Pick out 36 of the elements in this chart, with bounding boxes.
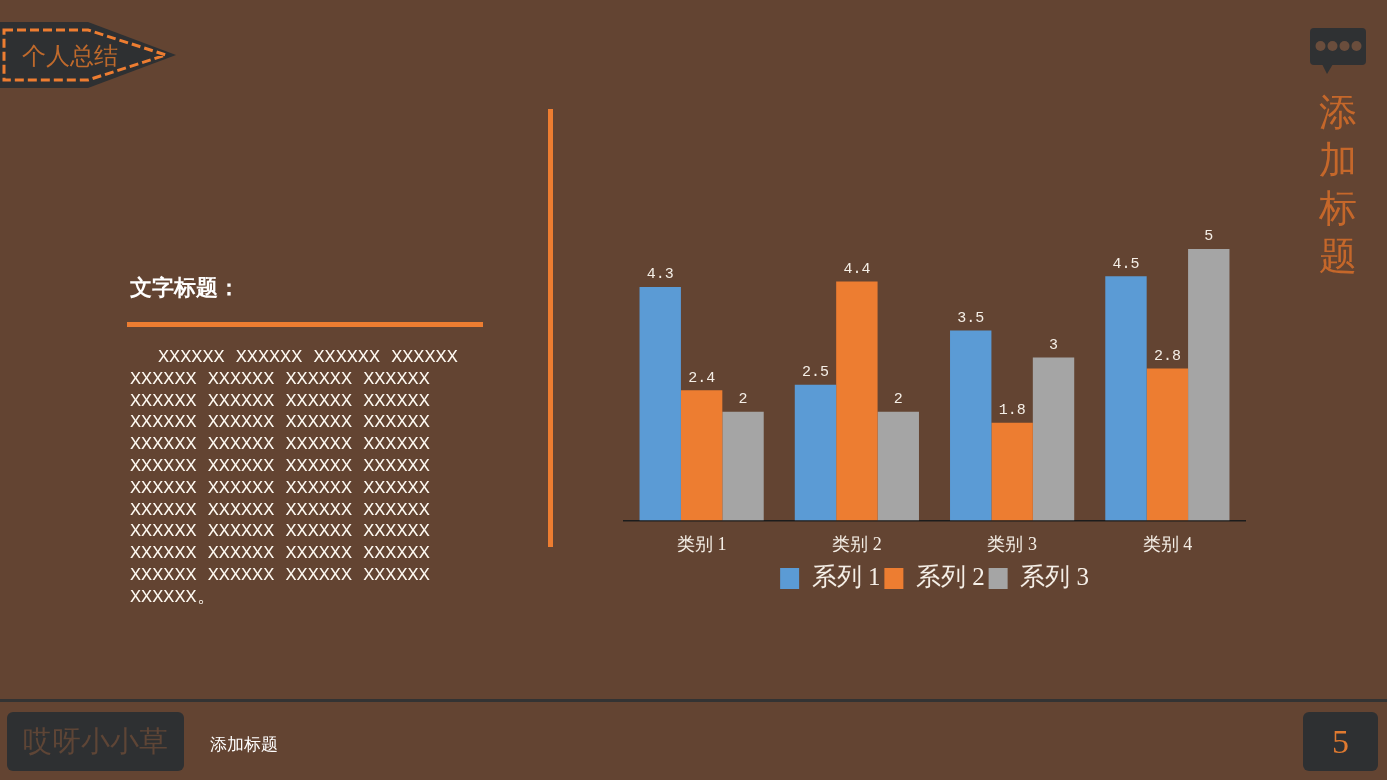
bar (1146, 368, 1189, 521)
x-tick-label: 类别 2 (832, 533, 882, 554)
bar (1105, 276, 1147, 521)
data-label: 1.8 (998, 402, 1026, 420)
bar (991, 422, 1033, 521)
data-label: 2 (738, 391, 748, 409)
bar (1188, 249, 1230, 521)
x-tick-label: 类别 3 (987, 533, 1037, 554)
bar (794, 384, 837, 521)
text: XXXXXX XXXXXX XXXXXX XXXXXX XXXXXX XXXXXX XXXXXX XXXXXX XXXXXX XXXXXX XXXXXX XXXXXX XXXXXX XXXXXX XXXXXX XXXXXX XXXXXX XXXXXX XXXXXX XXXXXX XXXXXX XXXXXX XXXXXX XXXXXX XXXXXX XXXXXX XXXXXX XXXXXX XXXXXX XXXXXX XXXXXX XXXXXX XXXXXX XXXXXX XXXXXX XXXXXX XXXXXX XXXXXX XXXXXX XXXXXX XXXXXX XXXXXX XXXXXX XXXXXX XXXXXX。 (130, 347, 458, 608)
data-label: 4.4 (843, 261, 871, 279)
legend-label: 系列 2 (915, 563, 985, 591)
data-label: 2.4 (688, 369, 716, 387)
bar (950, 330, 992, 521)
x-tick-label: 类别 1 (676, 533, 727, 554)
data-label: 2 (893, 391, 903, 409)
data-label: 2.8 (1153, 347, 1181, 365)
bar (877, 411, 919, 521)
data-label: 3.5 (957, 309, 985, 327)
bar (836, 281, 878, 521)
data-label: 4.3 (646, 266, 674, 284)
data-label: 2.5 (801, 364, 829, 382)
bar (1032, 357, 1075, 521)
data-label: 4.5 (1112, 255, 1140, 273)
legend-label: 系列 3 (1020, 563, 1089, 591)
bar (639, 287, 681, 521)
data-label: 5 (1204, 228, 1214, 246)
text: 个人总结 (22, 42, 118, 71)
bar (722, 411, 764, 521)
data-label: 3 (1049, 337, 1059, 355)
text: 添加标题 (210, 733, 278, 756)
text: 文字标题： (130, 274, 240, 302)
bar (680, 390, 723, 521)
x-tick-label: 类别 4 (1142, 533, 1193, 554)
text: 添加标题 (1319, 90, 1357, 279)
legend-label: 系列 1 (811, 563, 881, 591)
